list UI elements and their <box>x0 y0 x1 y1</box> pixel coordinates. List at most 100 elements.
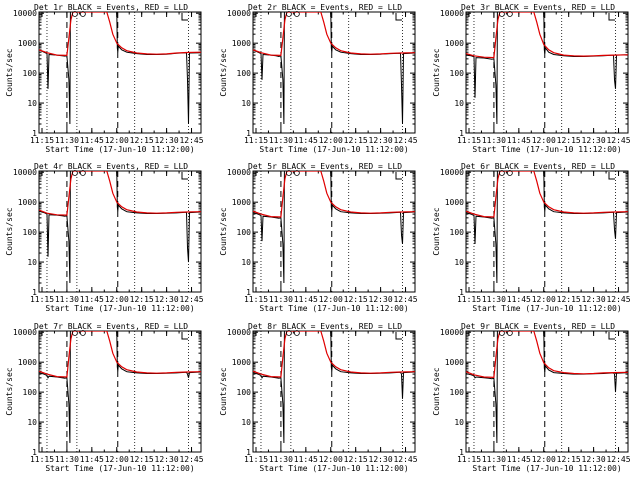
saturation-marker <box>71 11 78 17</box>
saturation-marker <box>285 11 292 17</box>
y-tick-label: 100 <box>23 69 38 78</box>
chart-panel-5: Det 5r BLACK = Events, RED = LLD 1 10 100 10… <box>219 162 418 313</box>
x-tick-label: 12:15 <box>557 295 581 304</box>
x-tick-label: 12:00 <box>105 295 129 304</box>
y-tick-label: 1 <box>246 448 251 457</box>
x-tick-label: 11:30 <box>55 295 79 304</box>
series-group <box>39 331 201 444</box>
plot-frame <box>252 11 416 134</box>
x-tick-label: 11:45 <box>294 295 318 304</box>
series-line-lld <box>253 12 415 57</box>
corner-marker-icon <box>395 172 402 180</box>
saturation-marker <box>79 11 86 17</box>
x-tick-label: 12:45 <box>179 136 203 145</box>
y-tick-label: 1000 <box>445 39 464 48</box>
x-tick-label: 11:30 <box>482 136 506 145</box>
x-tick-label: 11:15 <box>457 136 481 145</box>
series-line-lld <box>253 171 415 218</box>
plot-frame <box>465 170 629 293</box>
corner-marker-icon <box>608 332 615 340</box>
y-axis-label: Counts/sec <box>432 48 441 96</box>
y-tick-label: 10000 <box>440 168 464 177</box>
series-group <box>253 331 415 444</box>
x-tick-label: 11:15 <box>244 455 268 464</box>
y-tick-label: 10 <box>241 99 251 108</box>
x-tick-label: 12:00 <box>532 455 556 464</box>
x-tick-label: 12:30 <box>582 136 606 145</box>
y-tick-label: 1000 <box>18 39 37 48</box>
series-line-lld <box>253 331 415 378</box>
x-tick-label: 12:00 <box>319 295 343 304</box>
x-tick-label: 12:15 <box>130 136 154 145</box>
y-tick-label: 1 <box>32 288 37 297</box>
y-tick-label: 1000 <box>18 358 37 367</box>
chart-title: Det 1r BLACK = Events, RED = LLD <box>34 3 188 12</box>
x-axis-label: Start Time (17-Jun-10 11:12:00) <box>472 304 621 313</box>
saturation-marker <box>498 170 505 176</box>
y-tick-label: 1 <box>246 288 251 297</box>
y-tick-label: 10000 <box>227 168 251 177</box>
y-tick-label: 10000 <box>13 168 37 177</box>
x-tick-label: 11:30 <box>482 295 506 304</box>
corner-marker-icon <box>181 172 188 180</box>
series-line-events <box>466 331 628 444</box>
y-tick-label: 10 <box>241 258 251 267</box>
y-axis-label: Counts/sec <box>432 367 441 415</box>
chart-panel-6: Det 6r BLACK = Events, RED = LLD 1 10 100 10… <box>432 162 631 313</box>
x-tick-label: 12:15 <box>344 455 368 464</box>
y-tick-label: 10 <box>241 418 251 427</box>
series-group <box>39 12 201 125</box>
chart-panel-7: Det 7r BLACK = Events, RED = LLD 1 10 100 10… <box>5 322 204 473</box>
y-axis-label: Counts/sec <box>5 48 14 96</box>
saturation-marker <box>498 330 505 336</box>
series-line-events <box>466 12 628 125</box>
saturation-marker <box>506 170 513 176</box>
y-tick-label: 1 <box>32 129 37 138</box>
x-axis-label: Start Time (17-Jun-10 11:12:00) <box>45 304 194 313</box>
x-tick-label: 11:15 <box>30 455 54 464</box>
series-line-lld <box>466 331 628 379</box>
series-line-events <box>253 12 415 125</box>
y-tick-label: 1 <box>459 129 464 138</box>
chart-panel-1: Det 1r BLACK = Events, RED = LLD 1 10 100 10… <box>5 3 204 154</box>
x-tick-label: 12:45 <box>606 455 630 464</box>
chart-panel-2: Det 2r BLACK = Events, RED = LLD 1 10 100 10… <box>219 3 418 154</box>
y-tick-label: 10 <box>27 99 37 108</box>
plot-frame <box>465 11 629 134</box>
x-tick-label: 11:30 <box>482 455 506 464</box>
corner-marker-icon <box>395 13 402 21</box>
plot-frame <box>252 170 416 293</box>
corner-marker-icon <box>608 172 615 180</box>
saturation-marker <box>293 330 300 336</box>
y-tick-label: 100 <box>23 228 38 237</box>
x-tick-label: 12:00 <box>532 136 556 145</box>
y-tick-label: 10000 <box>440 328 464 337</box>
plot-frame <box>252 330 416 453</box>
x-axis-label: Start Time (17-Jun-10 11:12:00) <box>259 304 408 313</box>
y-tick-label: 1000 <box>232 39 251 48</box>
x-tick-label: 12:30 <box>369 136 393 145</box>
y-tick-label: 1 <box>459 448 464 457</box>
x-tick-label: 12:15 <box>557 136 581 145</box>
chart-panel-8: Det 8r BLACK = Events, RED = LLD 1 10 100 10… <box>219 322 418 473</box>
saturation-marker <box>506 11 513 17</box>
x-tick-label: 12:30 <box>582 295 606 304</box>
x-tick-label: 11:45 <box>294 455 318 464</box>
x-axis-label: Start Time (17-Jun-10 11:12:00) <box>45 145 194 154</box>
y-tick-label: 10 <box>27 258 37 267</box>
y-axis-label: Counts/sec <box>5 367 14 415</box>
saturation-marker <box>506 330 513 336</box>
series-line-events <box>466 171 628 284</box>
saturation-marker <box>71 170 78 176</box>
x-tick-label: 11:15 <box>244 136 268 145</box>
x-tick-label: 11:15 <box>457 295 481 304</box>
x-tick-label: 11:30 <box>55 455 79 464</box>
y-tick-label: 1000 <box>445 198 464 207</box>
x-tick-label: 11:15 <box>244 295 268 304</box>
x-tick-label: 12:00 <box>532 295 556 304</box>
series-line-events <box>39 171 201 284</box>
x-tick-label: 12:30 <box>155 136 179 145</box>
y-tick-label: 1 <box>459 288 464 297</box>
saturation-marker <box>285 330 292 336</box>
y-axis-label: Counts/sec <box>5 207 14 255</box>
